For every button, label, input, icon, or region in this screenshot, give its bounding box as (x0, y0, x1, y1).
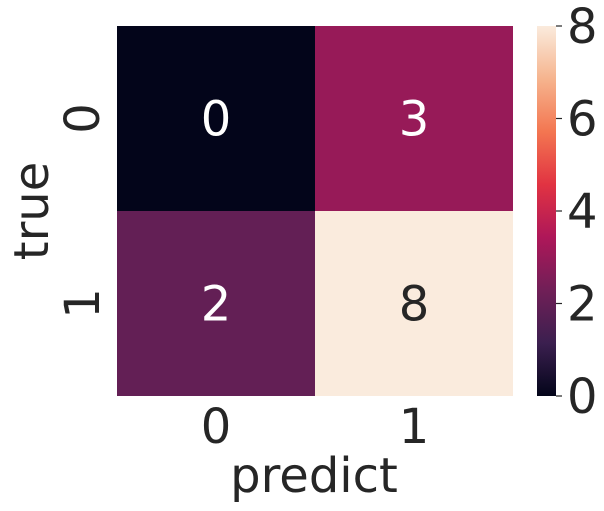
x-axis-label: predict (230, 448, 398, 504)
heatmap-cell-r0-c1 (315, 26, 513, 211)
colorbar-tick-label-6: 6 (567, 92, 598, 148)
x-tick-label-0: 0 (201, 399, 232, 455)
heatmap-cells (117, 26, 513, 396)
heatmap-cell-r1-c0 (117, 211, 315, 396)
cell-annotation-r0-c0: 0 (201, 92, 232, 148)
y-tick-label-0: 0 (55, 103, 111, 134)
y-axis-label: true (4, 162, 60, 261)
cell-annotation-r1-c0: 2 (201, 277, 232, 333)
colorbar-tick-label-2: 2 (567, 277, 598, 333)
heatmap-cell-r1-c1 (315, 211, 513, 396)
colorbar-ticks: 0 2 4 6 8 (556, 0, 598, 425)
colorbar-tick-label-4: 4 (567, 184, 598, 240)
colorbar-tick-label-8: 8 (567, 0, 598, 55)
cell-annotations: 0 3 2 8 (201, 92, 430, 333)
x-tick-label-1: 1 (399, 399, 430, 455)
colorbar: 0 2 4 6 8 (537, 0, 598, 425)
y-tick-labels: 01 (55, 103, 111, 319)
colorbar-tick-label-0: 0 (567, 369, 598, 425)
y-tick-label-1: 1 (55, 288, 111, 319)
colorbar-gradient (537, 26, 556, 396)
cell-annotation-r0-c1: 3 (399, 92, 430, 148)
cell-annotation-r1-c1: 8 (399, 277, 430, 333)
heatmap-cell-r0-c0 (117, 26, 315, 211)
